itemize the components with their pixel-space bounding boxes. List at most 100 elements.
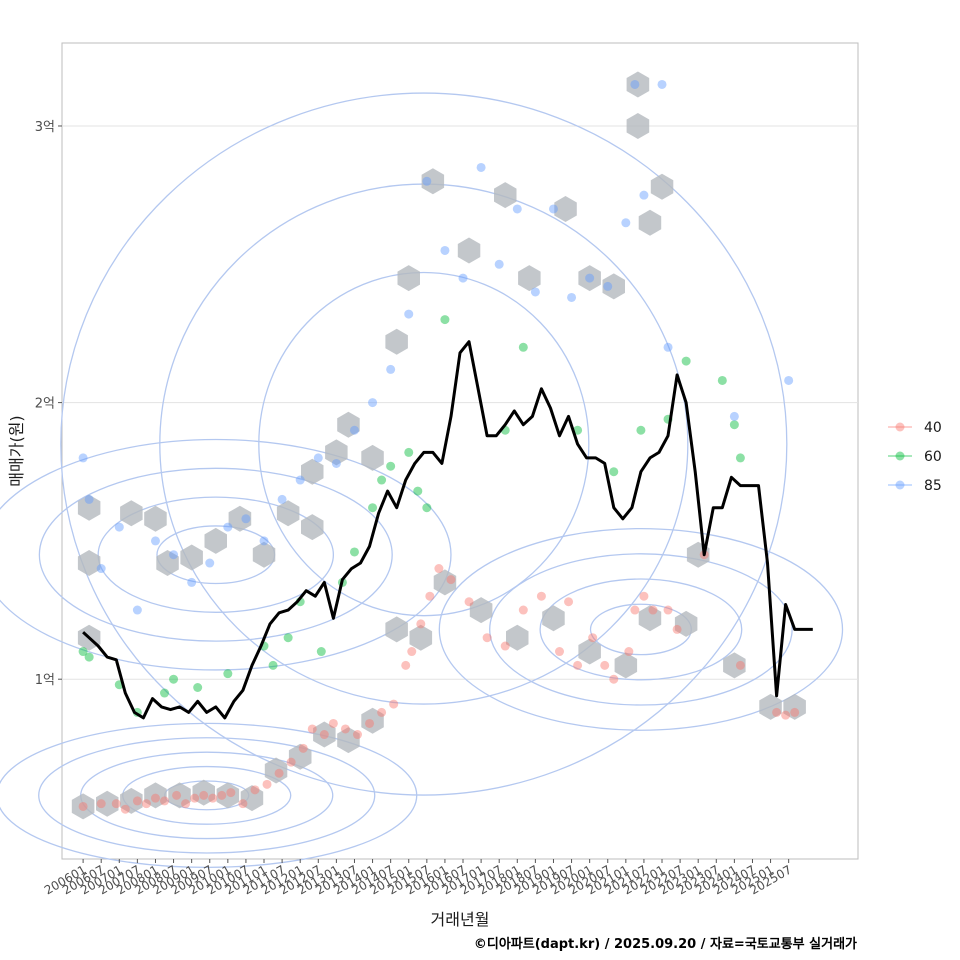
point-40 xyxy=(199,790,209,800)
point-40 xyxy=(141,799,151,809)
hexbin-cell xyxy=(77,494,101,521)
point-40 xyxy=(111,799,121,809)
density-contour xyxy=(97,496,335,613)
point-85 xyxy=(422,176,432,186)
hexbin-cell xyxy=(506,624,529,651)
point-40 xyxy=(536,591,546,601)
hexbin-cell xyxy=(77,550,101,576)
point-85 xyxy=(784,375,794,385)
hexbin-cell xyxy=(421,168,445,195)
density-contours xyxy=(0,92,844,869)
hexbin-cell xyxy=(204,527,227,554)
hexbin-cell xyxy=(602,273,625,300)
point-85 xyxy=(114,522,124,532)
point-40 xyxy=(781,710,791,720)
hexbin-cell xyxy=(783,693,806,720)
point-85 xyxy=(205,558,215,568)
point-85 xyxy=(440,245,450,255)
point-85 xyxy=(84,494,94,504)
hexbin-cell xyxy=(518,265,541,292)
point-40 xyxy=(648,605,658,615)
point-85 xyxy=(150,536,160,546)
point-85 xyxy=(295,475,305,485)
point-40 xyxy=(352,730,362,740)
legend-label: 60 xyxy=(924,449,942,465)
point-85 xyxy=(585,273,595,283)
point-40 xyxy=(518,605,528,615)
point-40 xyxy=(434,564,444,574)
point-40 xyxy=(78,801,88,811)
hexbin-cell xyxy=(578,265,601,292)
hexbin-cell xyxy=(469,597,493,624)
point-60 xyxy=(386,461,396,471)
point-40 xyxy=(340,724,350,734)
point-85 xyxy=(169,550,179,560)
hexbin-cell xyxy=(337,727,360,754)
point-60 xyxy=(193,683,203,693)
point-40 xyxy=(150,793,160,803)
point-40 xyxy=(226,788,236,798)
hexbin-cell xyxy=(71,793,95,820)
point-85 xyxy=(132,605,142,615)
point-40 xyxy=(208,793,218,803)
point-40 xyxy=(217,790,227,800)
hexbin-cell xyxy=(264,757,288,784)
hexbin-cell xyxy=(614,652,638,679)
hexbin-cell xyxy=(301,458,324,485)
point-40 xyxy=(609,674,619,684)
point-60 xyxy=(404,447,414,457)
point-40 xyxy=(286,757,296,767)
hexbin-cell xyxy=(626,71,650,98)
trend-line xyxy=(82,340,813,720)
point-60 xyxy=(440,315,450,325)
hexbin-cell xyxy=(216,782,240,809)
hexbin-cell xyxy=(674,610,698,637)
hexbin-cell xyxy=(252,541,276,568)
hexbin-cell xyxy=(96,790,119,817)
point-40 xyxy=(401,660,411,670)
point-40 xyxy=(307,724,317,734)
hexbin-cell xyxy=(723,652,746,679)
y-axis-title: 매매가(원) xyxy=(7,415,26,486)
point-85 xyxy=(313,453,323,463)
point-40 xyxy=(262,779,272,789)
legend-label: 85 xyxy=(924,478,942,494)
point-40 xyxy=(132,796,142,806)
point-85 xyxy=(277,494,287,504)
point-40 xyxy=(564,597,574,607)
point-40 xyxy=(482,633,492,643)
point-40 xyxy=(500,641,510,651)
hexbin-cell xyxy=(554,196,577,222)
hexbin-cell xyxy=(361,707,384,734)
point-85 xyxy=(657,79,667,89)
hexbin-cell xyxy=(156,550,179,576)
point-85 xyxy=(259,536,269,546)
hexbin-cell xyxy=(638,209,662,236)
hexbin-cell xyxy=(638,605,662,632)
density-contour xyxy=(489,553,793,706)
point-85 xyxy=(729,411,739,421)
point-40 xyxy=(96,799,106,809)
hexbin-layer xyxy=(71,71,806,820)
point-40 xyxy=(190,793,200,803)
hexbin-cell xyxy=(337,411,360,438)
point-40 xyxy=(181,799,191,809)
point-40 xyxy=(446,575,456,585)
point-40 xyxy=(663,605,673,615)
point-60 xyxy=(377,475,387,485)
point-60 xyxy=(316,647,326,657)
density-contour xyxy=(38,467,393,642)
y-tick-label: 1억 xyxy=(35,673,55,688)
point-40 xyxy=(298,743,308,753)
point-60 xyxy=(160,688,170,698)
point-40 xyxy=(464,597,474,607)
density-contour xyxy=(38,737,376,854)
hexbin-cell xyxy=(180,544,203,571)
point-60 xyxy=(422,503,432,513)
point-60 xyxy=(717,375,727,385)
point-40 xyxy=(238,799,248,809)
point-40 xyxy=(624,647,634,657)
point-85 xyxy=(241,514,251,524)
hexbin-cell xyxy=(650,173,674,200)
plot-panel xyxy=(61,42,859,860)
